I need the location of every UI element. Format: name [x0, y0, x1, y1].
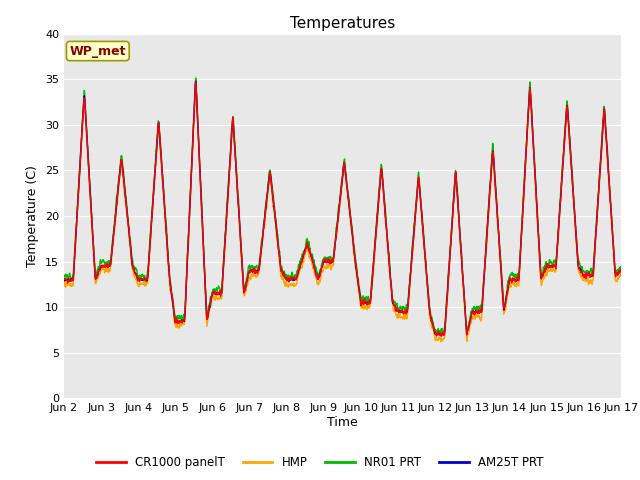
- Text: WP_met: WP_met: [70, 45, 126, 58]
- Title: Temperatures: Temperatures: [290, 16, 395, 31]
- Legend: CR1000 panelT, HMP, NR01 PRT, AM25T PRT: CR1000 panelT, HMP, NR01 PRT, AM25T PRT: [92, 452, 548, 474]
- X-axis label: Time: Time: [327, 416, 358, 429]
- Y-axis label: Temperature (C): Temperature (C): [26, 165, 40, 267]
